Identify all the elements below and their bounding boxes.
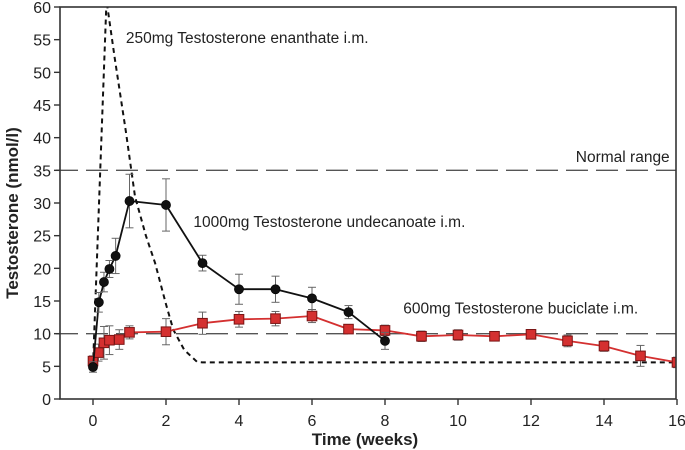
data-point: [452, 329, 464, 341]
data-point: [197, 258, 208, 269]
series-layer: [87, 7, 676, 373]
y-tick-label: 50: [33, 65, 51, 82]
data-point: [416, 330, 427, 342]
data-point: [525, 329, 537, 340]
data-point: [124, 196, 135, 206]
annotation-label: Normal range: [576, 149, 670, 166]
annotation-label: 1000mg Testosterone undecanoate i.m.: [193, 214, 465, 231]
annotations: 250mg Testosterone enanthate i.m. 1000mg …: [126, 30, 670, 317]
data-point: [489, 330, 500, 342]
x-tick-label: 16: [668, 413, 685, 430]
series-undecanoate: [88, 173, 390, 373]
x-axis-title: Time (weeks): [312, 430, 418, 449]
data-point: [270, 284, 281, 295]
data-point: [270, 313, 281, 324]
x-tick-label: 4: [235, 413, 244, 430]
y-tick-label: 10: [33, 327, 51, 344]
y-axis-title: Testosterone (nmol/l): [3, 127, 22, 299]
series-line: [92, 7, 676, 367]
data-point: [88, 362, 98, 372]
data-point: [113, 334, 125, 345]
data-point: [562, 335, 573, 347]
x-tick-label: 14: [595, 413, 613, 430]
data-point: [343, 323, 354, 335]
y-tick-label: 15: [33, 294, 51, 311]
reference-lines: [56, 169, 676, 335]
x-tick-label: 12: [522, 413, 540, 430]
y-tick-label: 30: [33, 196, 51, 213]
annotation-label: 250mg Testosterone enanthate i.m.: [126, 30, 369, 47]
data-point: [635, 350, 646, 362]
data-point: [161, 200, 171, 210]
data-point: [124, 327, 135, 338]
data-point: [93, 297, 104, 308]
data-point: [307, 293, 317, 304]
data-point: [343, 307, 354, 318]
x-tick-label: 6: [308, 413, 317, 430]
y-tick-label: 55: [33, 33, 51, 50]
y-tick-label: 20: [33, 261, 51, 278]
y-tick-label: 45: [33, 98, 51, 115]
series-enanthate: [92, 7, 676, 367]
data-point: [104, 334, 115, 346]
data-point: [234, 284, 244, 295]
x-tick-label: 2: [162, 413, 171, 430]
data-point: [99, 277, 109, 287]
x-tick-label: 0: [89, 413, 98, 430]
data-point: [306, 310, 318, 322]
y-tick-label: 40: [33, 131, 51, 148]
data-point: [233, 313, 245, 325]
data-point: [671, 357, 676, 368]
y-tick-label: 0: [42, 392, 51, 409]
annotation-label: 600mg Testosterone buciclate i.m.: [403, 300, 638, 317]
data-point: [380, 335, 390, 346]
y-tick-label: 25: [33, 229, 51, 246]
data-point: [197, 317, 208, 329]
data-point: [110, 251, 121, 261]
y-tick-label: 5: [42, 359, 51, 376]
data-point: [598, 340, 610, 352]
data-point: [160, 326, 172, 338]
x-tick-label: 8: [381, 413, 390, 430]
y-axis-ticks: 0 5 10 15 20 25 30 35 40 45 50 55 60: [33, 0, 60, 409]
x-axis-ticks: 0 2 4 6 8 10 12 14 16: [89, 399, 685, 430]
x-tick-label: 10: [449, 413, 467, 430]
series-buciclate: [87, 308, 676, 369]
data-point: [104, 264, 115, 274]
y-tick-label: 35: [33, 163, 51, 180]
y-tick-label: 60: [33, 0, 51, 17]
